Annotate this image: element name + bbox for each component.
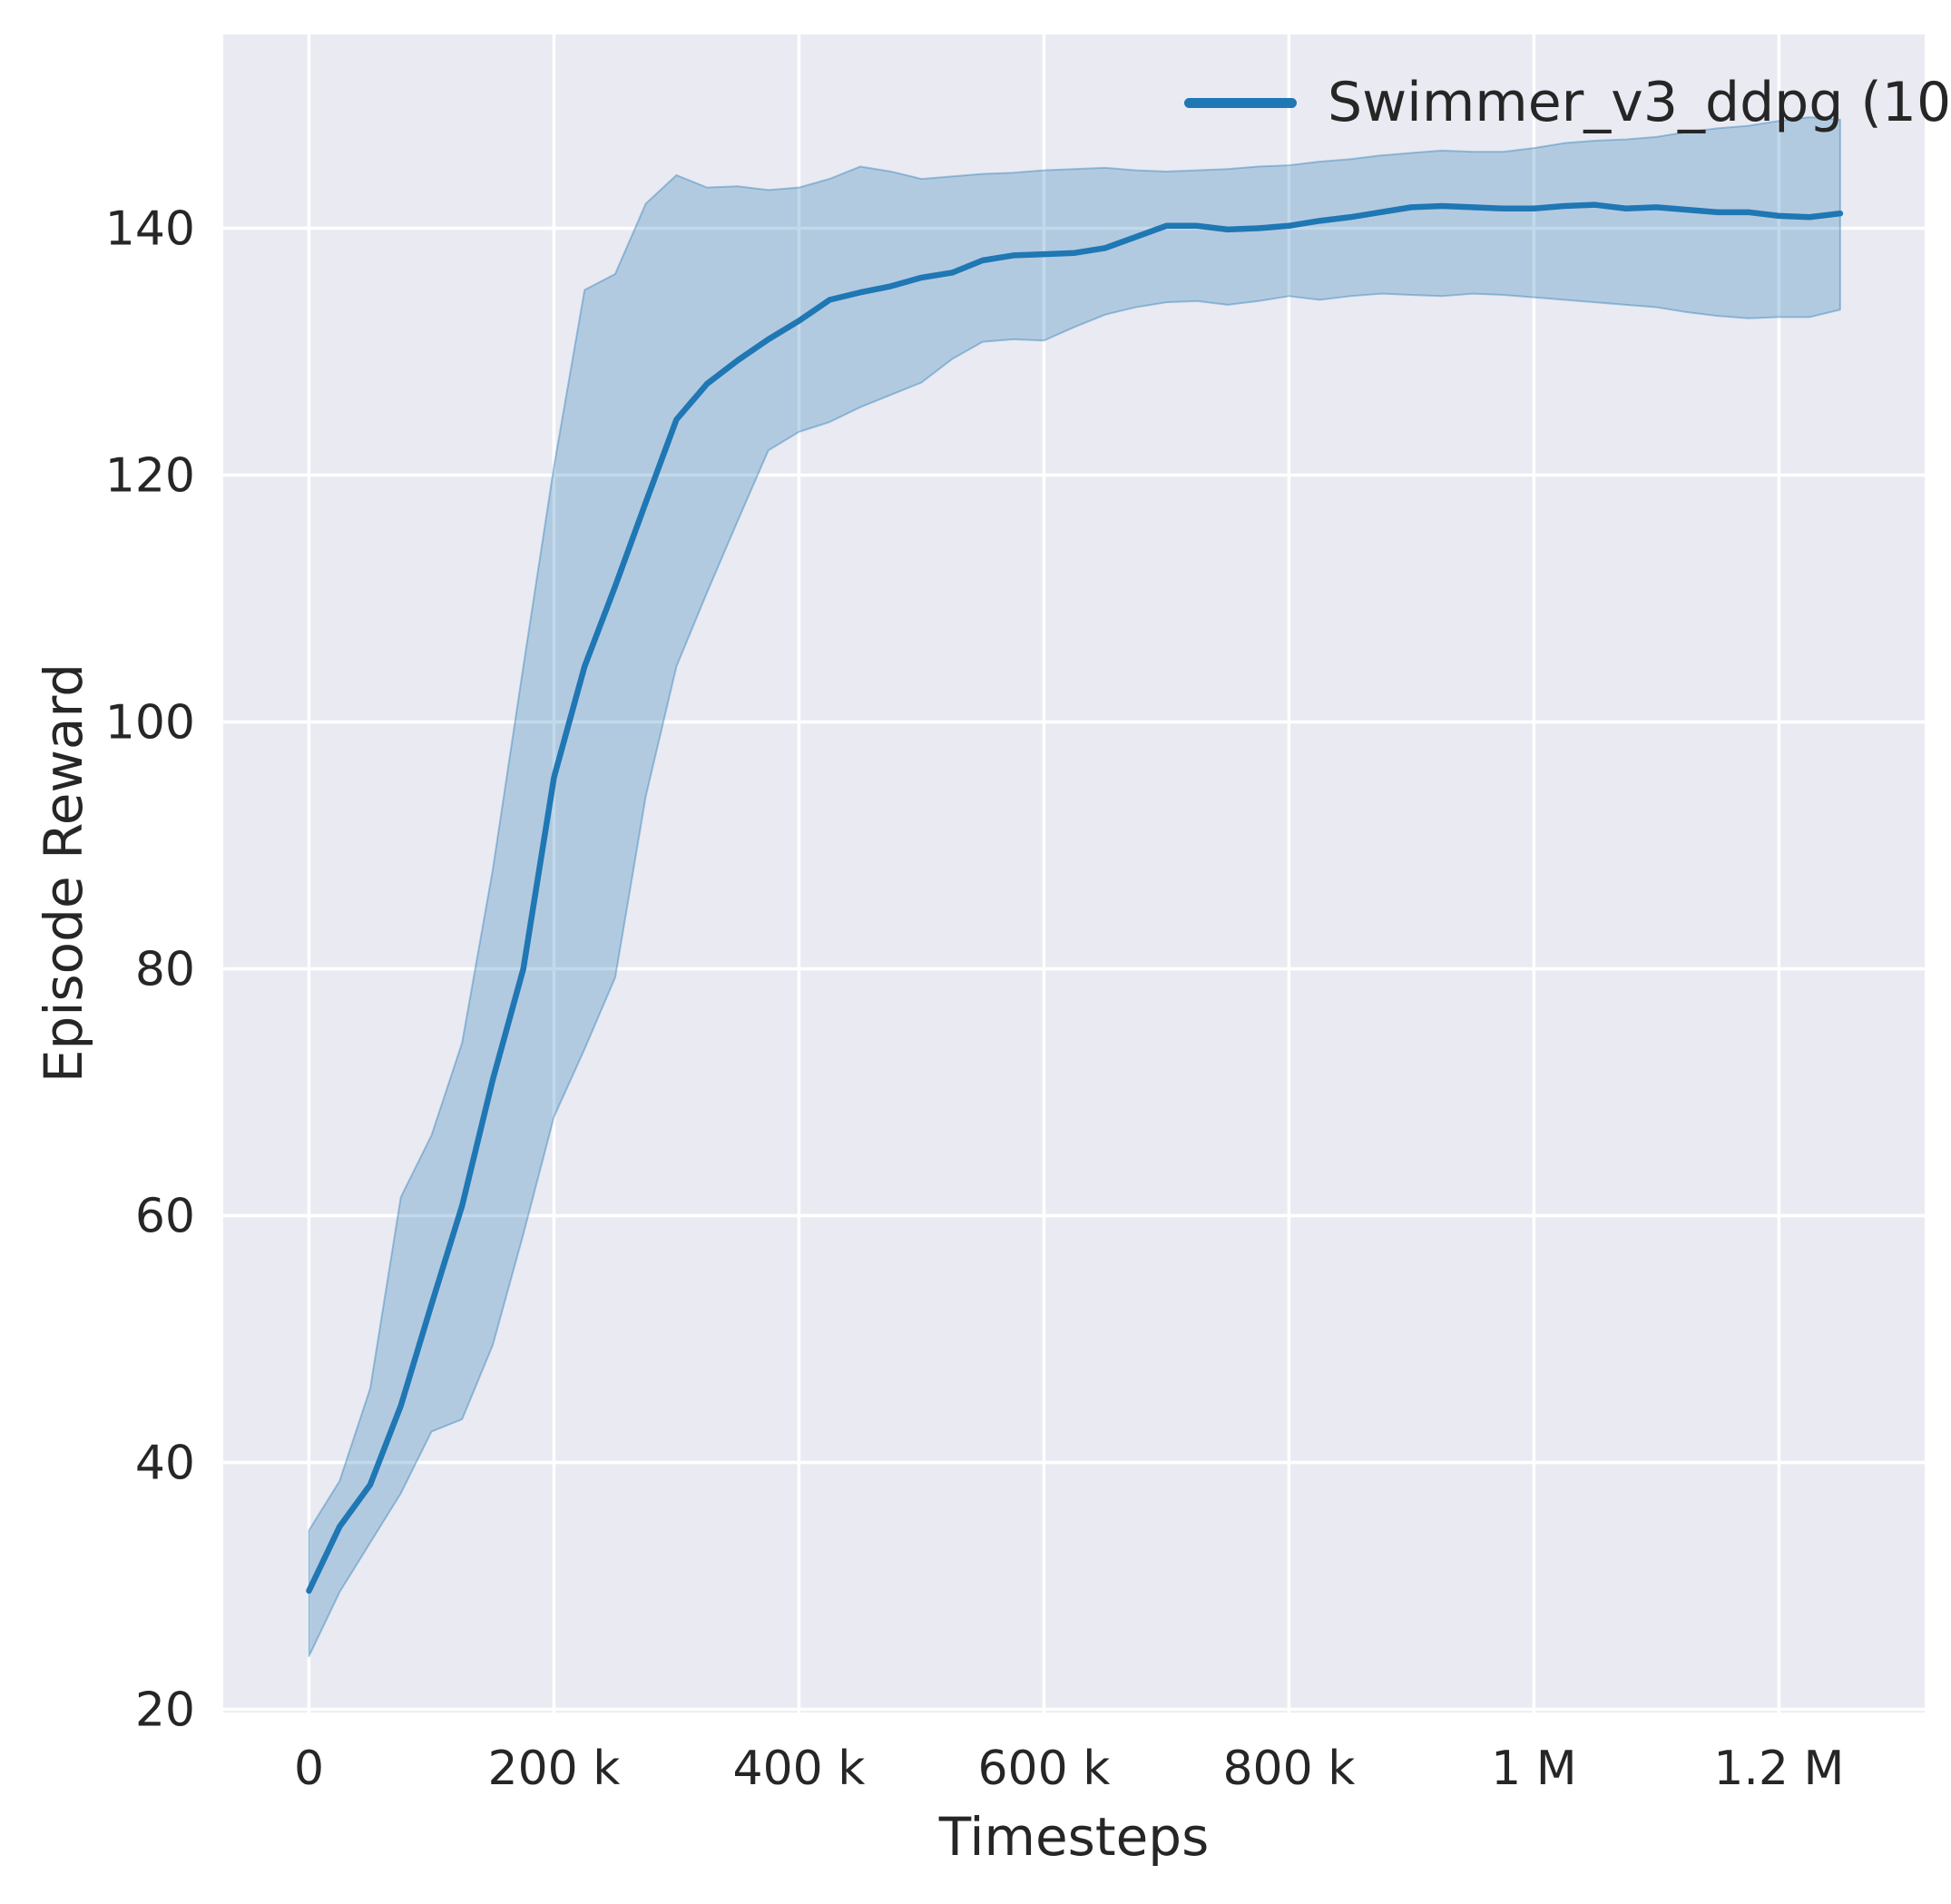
series-line (306, 201, 1844, 1595)
y-tick-label: 60 (135, 1189, 195, 1243)
confidence-band (308, 116, 1841, 1657)
y-tick-label: 100 (105, 695, 195, 750)
x-tick-label: 1.2 M (1713, 1742, 1844, 1796)
x-tick-label: 800 k (1222, 1742, 1355, 1796)
x-tick-label: 0 (294, 1742, 324, 1796)
x-tick-label: 600 k (977, 1742, 1110, 1796)
legend-line-sample (1184, 97, 1297, 108)
y-tick-label: 120 (105, 449, 195, 504)
x-tick-label: 1 M (1491, 1742, 1576, 1796)
y-tick-label: 80 (135, 942, 195, 996)
x-tick-label: 400 k (732, 1742, 865, 1796)
y-tick-label: 140 (105, 202, 195, 257)
y-tick-label: 40 (135, 1436, 195, 1490)
y-axis-label: Episode Reward (33, 662, 94, 1084)
x-axis-label: Timesteps (938, 1806, 1210, 1868)
y-tick-label: 20 (135, 1683, 195, 1737)
legend-label: Swimmer_v3_ddpg (10) (1328, 71, 1951, 134)
legend: Swimmer_v3_ddpg (10) (1184, 71, 1951, 134)
x-tick-label: 200 k (488, 1742, 621, 1796)
plot-area (223, 34, 1925, 1713)
